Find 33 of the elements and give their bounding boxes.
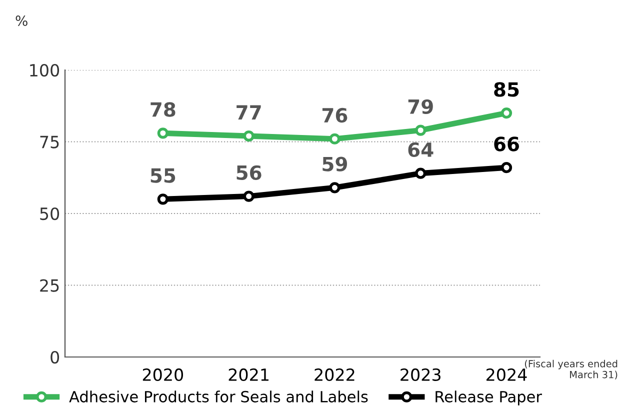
x-tick-label: 2024: [486, 368, 527, 382]
data-label: 66: [494, 136, 519, 152]
y-tick-label: 100: [30, 64, 60, 77]
point: [243, 130, 254, 142]
point: [243, 190, 254, 202]
data-label: 64: [408, 142, 434, 158]
x-tick-label: 2020: [142, 368, 184, 382]
point: [415, 124, 426, 136]
data-label: 56: [236, 165, 262, 180]
data-label: 76: [322, 108, 348, 123]
point: [500, 107, 512, 119]
x-tick-label: 2023: [400, 368, 440, 382]
data-label: 59: [322, 156, 347, 172]
point: [329, 182, 340, 194]
legend-label: Release Paper: [436, 390, 542, 406]
x-tick-label: 2021: [228, 368, 268, 382]
point: [329, 133, 340, 144]
y-tick-label: 75: [40, 136, 59, 148]
data-label: 79: [408, 99, 433, 114]
y-tick-label: 0: [50, 350, 60, 364]
y-axis-title: %: [16, 16, 28, 26]
y-tick-label: 50: [40, 207, 60, 220]
data-label: 85: [494, 82, 519, 97]
point: [500, 162, 512, 174]
point: [157, 194, 168, 205]
point: [157, 128, 168, 139]
y-tick-label: 25: [40, 279, 59, 292]
x-tick-label: 2022: [314, 368, 354, 382]
point: [415, 168, 426, 179]
legend-label: Adhesive Products for Seals and Labels: [69, 390, 368, 402]
data-label: 55: [150, 168, 176, 183]
data-label: 78: [150, 102, 176, 117]
data-label: 77: [236, 105, 261, 120]
